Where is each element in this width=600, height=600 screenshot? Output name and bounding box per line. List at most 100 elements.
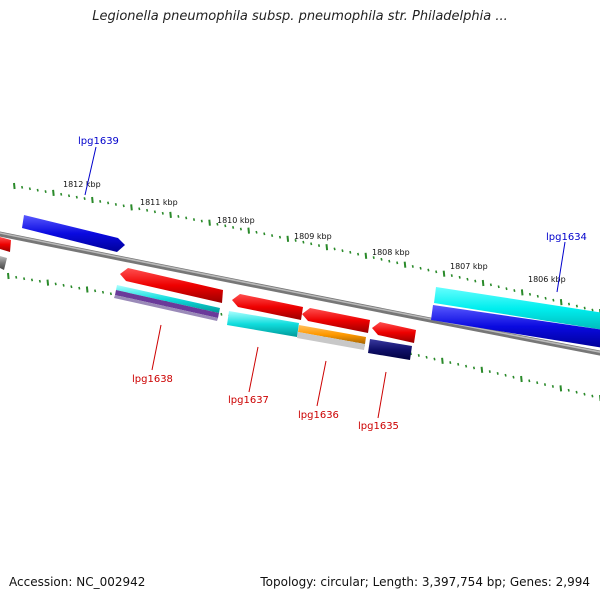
minor-tick — [109, 292, 112, 296]
gene-label-lpg1637[interactable]: lpg1637 — [228, 395, 269, 406]
minor-tick — [122, 204, 125, 208]
feature-bar-lpg1635-navy — [368, 339, 412, 360]
minor-tick — [101, 290, 105, 294]
minor-tick — [536, 381, 539, 385]
major-tick — [520, 289, 524, 296]
minor-tick — [30, 278, 34, 282]
gene-arrow-lpg1635[interactable] — [372, 322, 416, 343]
minor-tick — [528, 379, 531, 383]
minor-tick — [146, 208, 149, 212]
minor-tick — [512, 375, 515, 379]
genome-backbone — [0, 231, 600, 356]
genome-backbone-highlight — [0, 232, 600, 353]
minor-tick — [591, 394, 594, 398]
minor-tick — [583, 306, 586, 310]
major-tick — [169, 211, 172, 218]
kbp-label: 1811 kbp — [140, 198, 178, 207]
kbp-label: 1812 kbp — [63, 180, 101, 189]
gene-arrow-left-edge — [0, 237, 11, 252]
accession-text: Accession: NC_002942 — [9, 575, 146, 589]
minor-tick — [567, 388, 570, 392]
feature-bar-lpg1634-cyan — [434, 287, 600, 330]
minor-tick — [67, 194, 71, 198]
minor-tick — [411, 265, 414, 268]
minor-tick — [388, 259, 391, 263]
minor-tick — [341, 249, 344, 253]
minor-tick — [466, 277, 469, 281]
major-tick — [364, 252, 368, 259]
minor-tick — [153, 210, 156, 214]
minor-tick — [200, 219, 203, 223]
minor-tick — [496, 372, 499, 375]
minor-tick — [138, 207, 141, 211]
minor-tick — [107, 201, 110, 205]
minor-tick — [543, 383, 547, 386]
gene-label-lpg1634[interactable]: lpg1634 — [546, 232, 587, 243]
minor-tick — [427, 268, 430, 272]
minor-tick — [497, 285, 500, 289]
gene-label-lpg1639[interactable]: lpg1639 — [78, 136, 119, 147]
minor-tick — [472, 366, 476, 370]
minor-tick — [75, 195, 78, 199]
gene-arrow-lpg1637[interactable] — [232, 294, 303, 320]
minor-tick — [567, 302, 571, 306]
gene-label-lpg1635[interactable]: lpg1635 — [358, 421, 399, 432]
minor-tick — [36, 188, 39, 192]
minor-tick — [458, 275, 461, 279]
gene-label-lpg1638[interactable]: lpg1638 — [132, 374, 173, 385]
minor-tick — [263, 232, 266, 236]
feature-bar-lpg1636-grey — [297, 332, 365, 350]
minor-tick — [317, 244, 321, 247]
callout-line-lpg1637 — [248, 346, 259, 393]
minor-tick — [177, 215, 180, 218]
minor-tick — [38, 279, 41, 283]
gene-label-lpg1636[interactable]: lpg1636 — [298, 410, 339, 421]
gene-arrow-lpg1634[interactable] — [431, 305, 600, 348]
major-tick — [442, 270, 446, 277]
minor-tick — [528, 292, 532, 296]
map-title: Legionella pneumophila subsp. pneumophil… — [92, 9, 508, 24]
feature-bar-lpg1637-cyan — [227, 311, 299, 337]
gene-arrow-lpg1639[interactable] — [22, 215, 125, 252]
major-tick — [520, 375, 523, 383]
minor-tick — [544, 296, 547, 300]
callout-line-lpg1635 — [377, 371, 387, 419]
minor-tick — [465, 364, 468, 368]
major-tick — [559, 299, 563, 306]
outer-tick-ring — [13, 182, 600, 316]
minor-tick — [575, 304, 578, 308]
minor-tick — [513, 289, 516, 292]
gene-bar-left-edge — [0, 256, 7, 270]
major-tick — [403, 261, 407, 268]
minor-tick — [62, 283, 65, 287]
callout-line-lpg1634 — [556, 241, 566, 293]
feature-bar-lpg1636-orange — [298, 325, 366, 344]
minor-tick — [21, 185, 24, 189]
minor-tick — [239, 227, 242, 231]
major-tick — [286, 235, 290, 242]
minor-tick — [60, 192, 63, 196]
minor-tick — [504, 373, 507, 377]
gene-arrow-lpg1636[interactable] — [302, 308, 370, 333]
major-tick — [13, 182, 16, 190]
minor-tick — [44, 190, 47, 193]
minor-tick — [552, 298, 555, 302]
major-tick — [247, 227, 250, 234]
major-tick — [91, 196, 94, 204]
minor-tick — [99, 200, 102, 203]
minor-tick — [28, 187, 31, 191]
minor-tick — [216, 222, 219, 226]
minor-tick — [488, 370, 491, 373]
minor-tick — [78, 286, 81, 290]
major-tick — [7, 272, 10, 280]
minor-tick — [302, 240, 305, 244]
minor-tick — [255, 230, 258, 234]
minor-tick — [310, 242, 313, 246]
gene-arrow-lpg1638[interactable] — [120, 268, 223, 303]
kbp-label: 1808 kbp — [372, 248, 410, 257]
minor-tick — [474, 279, 477, 283]
minor-tick — [192, 218, 196, 221]
major-tick — [52, 189, 55, 196]
minor-tick — [505, 287, 508, 291]
